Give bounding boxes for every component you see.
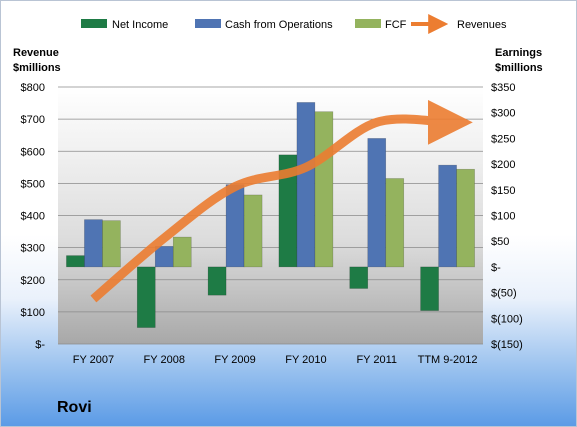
- left-tick-label: $200: [21, 275, 45, 287]
- legend-label-net-income: Net Income: [112, 19, 168, 31]
- left-tick-label: $600: [21, 146, 45, 158]
- left-tick-label: $800: [21, 82, 45, 94]
- bar-cash-from-operations: [438, 164, 457, 268]
- bar-net-income: [349, 266, 369, 289]
- right-tick-label: $(50): [491, 288, 517, 300]
- bar-fcf: [385, 178, 405, 268]
- right-tick-label: $250: [491, 133, 515, 145]
- x-tick-label: FY 2010: [285, 354, 326, 366]
- bar-fcf: [243, 194, 263, 268]
- bar-cash-from-operations: [154, 246, 174, 268]
- x-tick-label: FY 2007: [73, 354, 114, 366]
- right-tick-label: $350: [491, 82, 515, 94]
- gridlines: [58, 86, 483, 345]
- right-axis-ticks: $(150) $(100) $(50) $- $50 $100 $150 $200 $250 $3…: [491, 82, 523, 351]
- bar-net-income: [136, 266, 156, 328]
- bar-fcf: [314, 111, 334, 268]
- x-tick-label: FY 2011: [356, 354, 397, 366]
- bar-fcf: [172, 236, 192, 268]
- revenue-line: [90, 99, 473, 303]
- right-tick-label: $-: [491, 262, 501, 274]
- left-tick-label: $-: [35, 339, 45, 351]
- right-tick-label: $300: [491, 108, 515, 120]
- right-axis-title-line1: Earnings: [495, 47, 542, 59]
- legend-label-fcf: FCF: [385, 19, 407, 31]
- left-tick-label: $400: [21, 211, 45, 223]
- legend-label-cash-from-operations: Cash from Operations: [225, 19, 333, 31]
- left-tick-label: $300: [21, 243, 45, 255]
- right-tick-label: $200: [491, 159, 515, 171]
- x-tick-label: TTM 9-2012: [418, 354, 478, 366]
- legend: Net Income Cash from Operations FCF Reve…: [81, 14, 507, 34]
- bar-fcf: [456, 168, 475, 268]
- right-tick-label: $150: [491, 185, 515, 197]
- left-tick-label: $100: [21, 307, 45, 319]
- left-tick-label: $700: [21, 114, 45, 126]
- left-tick-label: $500: [21, 178, 45, 190]
- left-axis-title-line1: Revenue: [13, 47, 59, 59]
- bar-cash-from-operations: [225, 184, 245, 268]
- bar-net-income: [207, 266, 227, 296]
- right-tick-label: $50: [491, 236, 509, 248]
- legend-swatch-net-income: [81, 19, 107, 28]
- bar-fcf: [102, 220, 121, 268]
- x-tick-label: FY 2009: [214, 354, 255, 366]
- right-tick-label: $(100): [491, 313, 523, 325]
- left-axis-title-line2: $millions: [13, 62, 61, 74]
- x-tick-label: FY 2008: [144, 354, 185, 366]
- bar-cash-from-operations: [296, 102, 316, 268]
- bar-cash-from-operations: [84, 219, 103, 268]
- legend-swatch-cash-from-operations: [195, 19, 221, 28]
- right-tick-label: $(150): [491, 339, 523, 351]
- revenue-line-layer: [90, 99, 473, 303]
- legend-label-revenues: Revenues: [457, 19, 507, 31]
- bar-net-income: [66, 255, 85, 268]
- bar-net-income: [420, 266, 439, 311]
- right-axis-title-line2: $millions: [495, 62, 543, 74]
- bars: [66, 102, 475, 328]
- x-axis-labels: FY 2007 FY 2008 FY 2009 FY 2010 FY 2011 TTM 9…: [73, 354, 478, 366]
- right-tick-label: $100: [491, 211, 515, 223]
- left-axis-ticks: $- $100 $200 $300 $400 $500 $600 $700 $800: [21, 82, 46, 351]
- legend-swatch-fcf: [355, 19, 381, 28]
- bar-cash-from-operations: [367, 138, 387, 268]
- company-name: Rovi: [57, 399, 92, 416]
